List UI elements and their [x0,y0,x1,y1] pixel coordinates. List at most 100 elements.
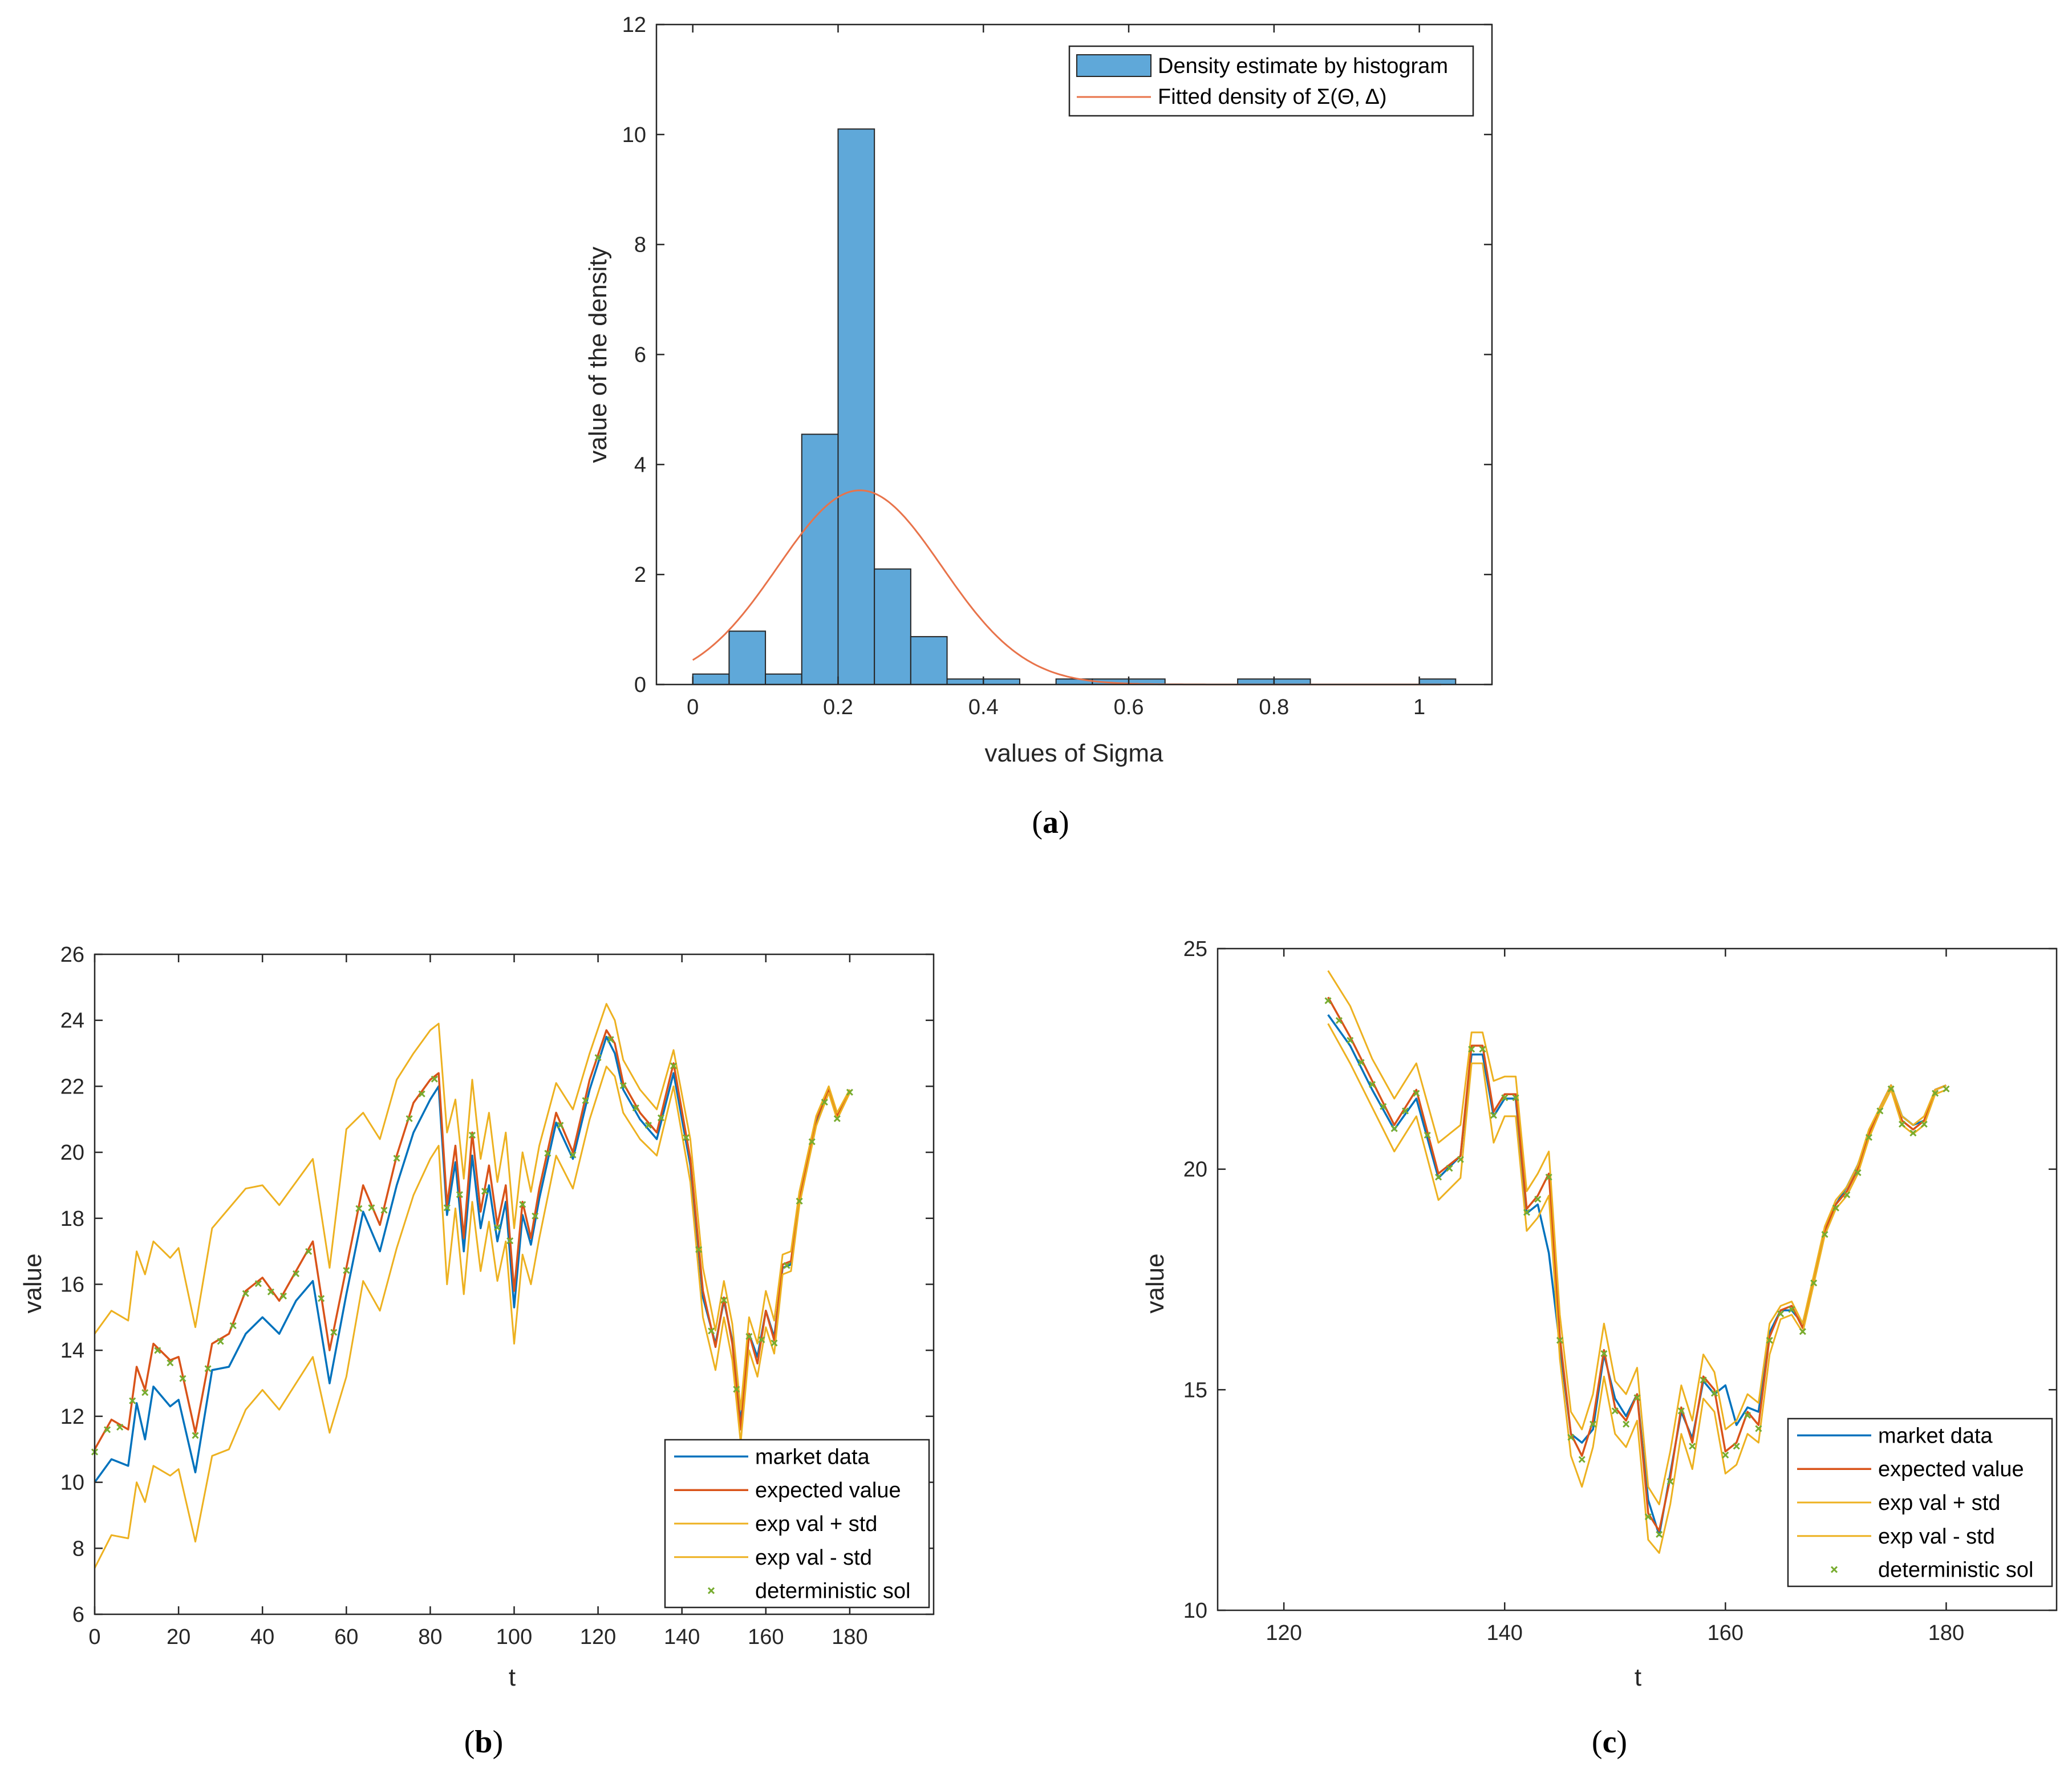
legend-label-deterministic-sol: deterministic sol [755,1579,910,1603]
legend-swatch-histogram [1076,54,1151,77]
deterministic-sol-marker [1887,1085,1895,1092]
x-axis-ticks: 0 20 40 60 80 100 120 140 160 180 [88,954,868,1649]
deterministic-sol-marker [1677,1407,1685,1415]
y-tick-label: 8 [634,233,646,257]
y-tick-label: 2 [634,563,646,587]
deterministic-sol-marker [343,1267,350,1274]
deterministic-sol-marker [758,1336,765,1343]
deterministic-sol-marker [406,1115,413,1123]
deterministic-sol-marker [519,1201,526,1208]
deterministic-sol-marker [833,1115,841,1123]
deterministic-sol-marker [1424,1132,1431,1139]
y-tick-label: 25 [1183,937,1207,961]
x-tick-label: 0.6 [1114,695,1144,719]
y-tick-label: 20 [1183,1158,1207,1182]
x-axis-ticks: 0 0.2 0.4 0.6 0.8 1 [687,25,1425,719]
x-axis-label: t [1635,1663,1641,1691]
deterministic-sol-marker [393,1155,400,1162]
deterministic-sol-marker [204,1365,212,1372]
deterministic-sol-marker [1755,1425,1762,1432]
deterministic-sol-marker [368,1204,375,1212]
histogram-bar [765,673,802,685]
deterministic-sol-marker [443,1204,451,1212]
histogram-bars [692,128,1457,686]
deterministic-sol-marker [670,1062,678,1070]
deterministic-sol-marker [569,1151,577,1159]
deterministic-sol-marker [1876,1107,1884,1115]
deterministic-sol-marker [1324,997,1332,1005]
histogram-bar [910,636,948,686]
legend-label-expected-value: expected value [1878,1457,2024,1481]
series-lines [1327,970,1947,1554]
axes-box [655,23,1493,686]
x-axis-label: t [509,1663,516,1691]
deterministic-sol-marker [1909,1129,1917,1137]
deterministic-sol-marker [771,1339,778,1347]
exp-val-plus-std-line [1327,970,1947,1505]
deterministic-sol-marker [557,1121,564,1129]
x-tick-label: 1 [1413,695,1425,719]
caption-b-letter: b [475,1724,492,1760]
deterministic-sol-marker [1368,1081,1376,1088]
legend: Density estimate by histogram Fitted den… [1068,45,1474,117]
exp-val-minus-std-line [1327,1023,1947,1554]
deterministic-sol-marker [720,1297,728,1304]
y-axis-label: value [1141,1253,1169,1313]
axes-box [1217,947,2058,1611]
legend: market data expected value exp val + std ex… [1787,1417,2053,1587]
deterministic-sol-marker [1523,1209,1531,1216]
deterministic-sol-marker [607,1036,614,1043]
deterministic-sol-marker [1656,1530,1663,1538]
deterministic-sol-marker [494,1224,501,1232]
y-tick-label: 0 [634,673,646,697]
legend-label-exp-val-plus-std: exp val + std [1878,1491,2000,1515]
legend-label-exp-val-plus-std: exp val + std [755,1512,877,1536]
y-tick-label: 22 [60,1075,84,1099]
y-axis-label: value [19,1253,47,1313]
legend-label-deterministic-sol: deterministic sol [1878,1558,2033,1582]
chart-b: 0 20 40 60 80 100 120 140 160 180 6 8 10 12 14 16 18 20 2… [19,943,935,1760]
legend: market data expected value exp val + std ex… [664,1439,930,1609]
deterministic-sol-marker [1666,1478,1674,1485]
deterministic-sol-marker [1567,1433,1575,1441]
x-tick-label: 0.8 [1259,695,1289,719]
deterministic-sol-marker [242,1290,249,1297]
deterministic-sol-marker [1534,1196,1542,1203]
deterministic-sol-marker [1479,1046,1486,1053]
histogram-bar [837,128,875,686]
legend-label-market-data: market data [1878,1424,1993,1448]
legend-label-exp-val-minus-std: exp val - std [1878,1525,1995,1549]
deterministic-sol-marker [431,1075,438,1083]
histogram-bar [692,673,730,685]
exp-val-plus-std-line [94,1003,851,1411]
caption-a-open: ( [1032,805,1043,840]
deterministic-sol-marker [796,1197,803,1205]
x-tick-label: 160 [748,1625,784,1649]
deterministic-sol-marker [318,1295,325,1302]
chart-a: 0 0.2 0.4 0.6 0.8 1 0 2 4 6 8 10 12 values of Sigma… [584,13,1493,840]
deterministic-sol-marker [267,1288,274,1295]
x-axis-label: values of Sigma [984,739,1163,767]
deterministic-sol-marker [1600,1350,1608,1357]
y-axis-ticks: 0 2 4 6 8 10 12 [622,13,1492,697]
deterministic-sol-marker [279,1292,287,1300]
deterministic-sol-marker [1943,1085,1950,1092]
deterministic-sol-marker [141,1389,149,1396]
x-tick-label: 160 [1708,1621,1743,1645]
deterministic-sol-marker [1644,1513,1652,1521]
deterministic-sol-marker [1722,1451,1729,1459]
legend-label-histogram: Density estimate by histogram [1158,54,1448,78]
market-data-line [94,1035,851,1483]
y-tick-label: 12 [622,13,646,37]
deterministic-sol-marker [619,1082,627,1090]
y-tick-label: 15 [1183,1378,1207,1402]
legend-label-expected-value: expected value [755,1479,901,1502]
deterministic-sol-marker [733,1386,740,1393]
y-axis-ticks: 10 15 20 25 [1183,937,2057,1623]
y-tick-label: 16 [60,1273,84,1297]
expected-value-line [1327,997,1947,1532]
caption-c: (c) [1592,1724,1627,1760]
deterministic-sol-marker [532,1212,539,1220]
deterministic-sol-marker [632,1104,639,1112]
